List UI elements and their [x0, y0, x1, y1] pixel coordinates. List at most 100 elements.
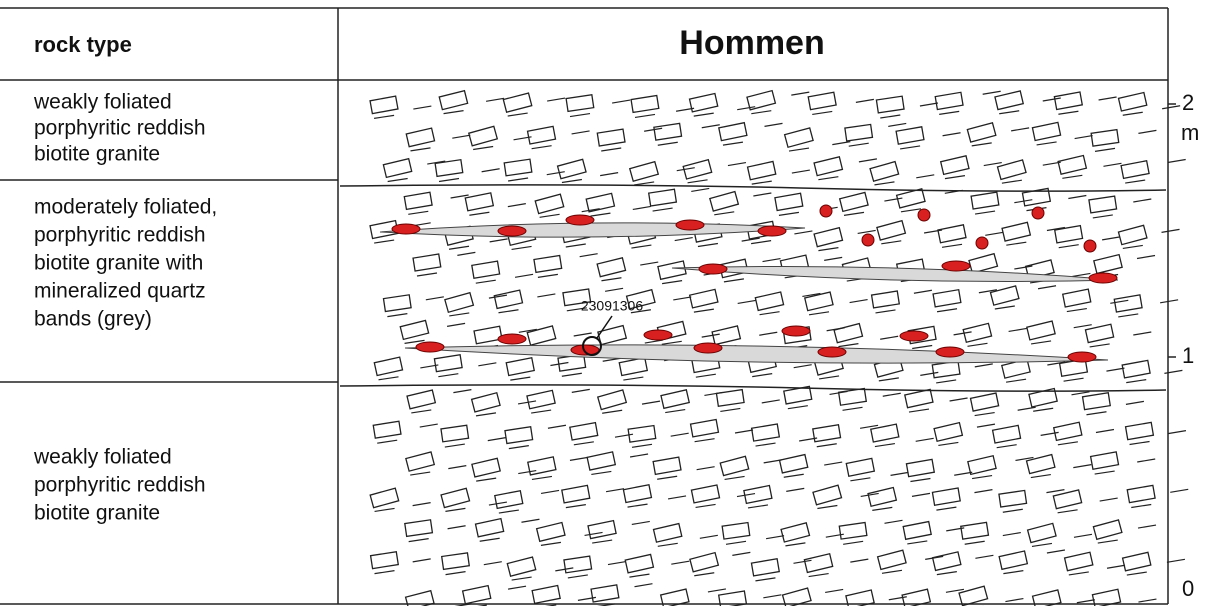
foliation — [677, 168, 695, 171]
foliation — [1074, 325, 1092, 328]
foliation — [954, 472, 972, 475]
foliation — [473, 147, 493, 150]
feldspar — [961, 522, 989, 539]
foliation — [671, 561, 689, 564]
foliation — [786, 488, 804, 491]
foliation — [605, 288, 623, 291]
mineral-dot — [918, 209, 930, 221]
foliation — [671, 433, 689, 436]
foliation — [377, 440, 397, 443]
feldspar — [441, 425, 469, 442]
foliation — [975, 555, 993, 558]
feldspar — [442, 553, 470, 570]
foliation — [914, 290, 932, 293]
foliation — [510, 377, 530, 380]
foliation — [975, 413, 995, 416]
foliation — [1164, 370, 1182, 373]
foliation — [1003, 571, 1023, 574]
foliation — [1006, 379, 1026, 382]
feldspar — [406, 452, 434, 471]
mineral-lens — [758, 226, 786, 236]
foliation — [1127, 572, 1147, 575]
feldspar — [845, 124, 873, 141]
foliation — [850, 559, 868, 562]
foliation — [849, 143, 869, 146]
foliation — [499, 310, 519, 313]
foliation — [1041, 432, 1059, 435]
foliation — [1009, 328, 1027, 331]
row-text-line: bands (grey) — [34, 308, 152, 331]
foliation — [694, 113, 714, 116]
foliation — [1058, 510, 1078, 513]
feldspar — [780, 455, 808, 473]
foliation — [889, 597, 907, 600]
foliation — [967, 343, 987, 346]
foliation — [1167, 559, 1185, 562]
foliation — [1075, 136, 1093, 139]
foliation — [824, 462, 842, 465]
foliation — [1071, 392, 1089, 395]
foliation — [875, 444, 895, 447]
feldspar — [876, 96, 904, 113]
foliation — [411, 148, 431, 151]
foliation — [1131, 504, 1151, 507]
foliation — [983, 91, 1001, 94]
foliation — [936, 380, 956, 383]
foliation — [696, 374, 716, 377]
foliation — [630, 454, 648, 457]
foliation — [1096, 429, 1114, 432]
foliation — [375, 571, 395, 574]
foliation — [488, 438, 506, 441]
feldspar — [503, 93, 531, 112]
foliation — [1137, 459, 1155, 462]
foliation — [879, 378, 899, 381]
foliation — [916, 175, 934, 178]
mineral-lens — [782, 326, 810, 336]
foliation — [1037, 142, 1057, 145]
foliation — [1160, 300, 1178, 303]
mineral-dot — [1084, 240, 1096, 252]
feldspar — [653, 457, 681, 474]
foliation — [999, 111, 1019, 114]
foliation — [818, 248, 838, 251]
foliation — [762, 400, 780, 403]
foliation — [760, 312, 780, 315]
feldspar — [775, 193, 803, 210]
foliation — [843, 541, 863, 544]
feldspar — [1002, 222, 1030, 241]
row-text-line: weakly foliated — [33, 91, 172, 114]
feldspar — [598, 390, 627, 410]
feldspar — [840, 192, 868, 211]
feldspar — [405, 520, 433, 537]
foliation — [417, 273, 437, 276]
feldspar — [532, 586, 560, 604]
foliation — [1068, 196, 1086, 199]
foliation — [844, 212, 864, 215]
foliation — [1031, 475, 1051, 478]
feldspar — [527, 326, 555, 345]
foliation — [449, 246, 469, 249]
foliation — [698, 244, 718, 247]
foliation — [632, 444, 652, 447]
foliation — [1126, 401, 1144, 404]
foliation — [1067, 309, 1087, 312]
foliation — [1069, 572, 1089, 575]
foliation — [445, 444, 465, 447]
foliation — [1110, 300, 1128, 303]
feldspar — [472, 261, 500, 278]
foliation — [872, 507, 892, 510]
foliation — [1077, 600, 1095, 603]
foliation — [1003, 509, 1023, 512]
feldspar — [999, 490, 1027, 507]
foliation — [1058, 442, 1078, 445]
foliation — [566, 505, 586, 508]
foliation — [759, 332, 777, 335]
feldspar — [1089, 196, 1117, 213]
foliation — [1002, 180, 1022, 183]
feldspar — [712, 326, 740, 345]
feldspar — [971, 192, 999, 209]
foliation — [763, 259, 781, 262]
feldspar — [748, 161, 776, 179]
feldspar — [870, 162, 899, 182]
